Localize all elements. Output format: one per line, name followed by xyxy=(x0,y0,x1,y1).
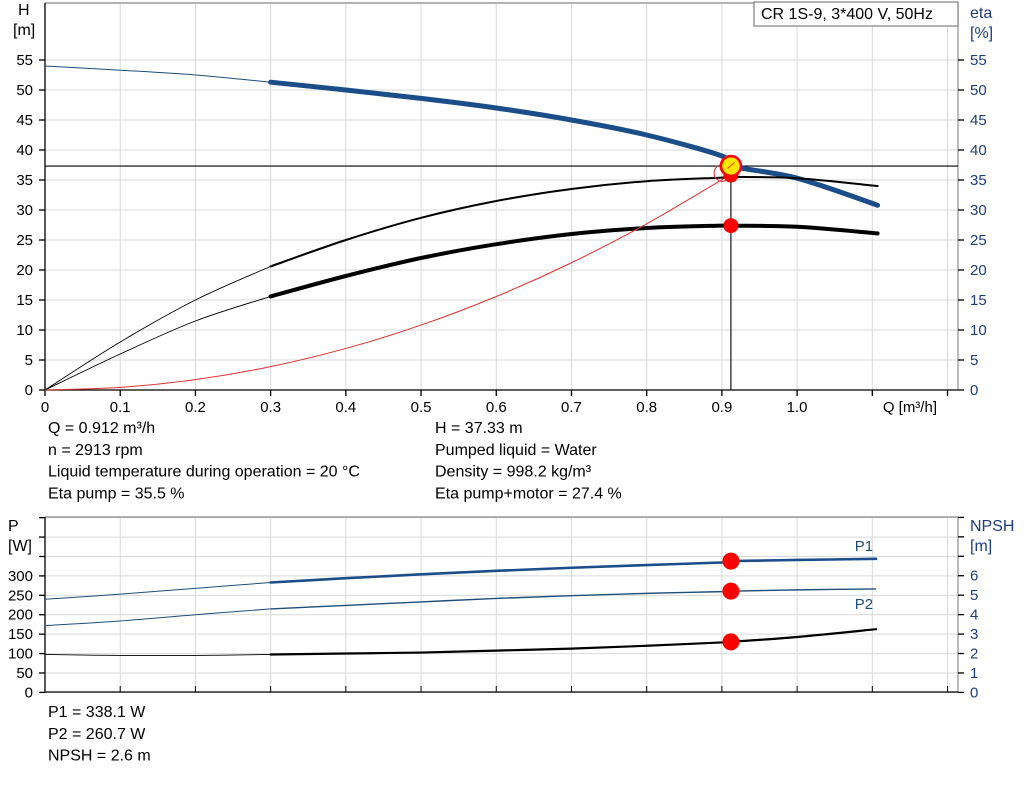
svg-text:1.0: 1.0 xyxy=(787,399,808,416)
svg-text:20: 20 xyxy=(970,262,987,279)
svg-text:15: 15 xyxy=(970,292,987,309)
svg-text:P2 = 260.7 W: P2 = 260.7 W xyxy=(48,726,146,743)
svg-text:10: 10 xyxy=(970,322,987,339)
svg-text:Q = 0.912 m³/h: Q = 0.912 m³/h xyxy=(48,420,155,437)
svg-text:0.2: 0.2 xyxy=(185,399,206,416)
svg-text:eta: eta xyxy=(970,5,992,22)
svg-text:1: 1 xyxy=(970,665,978,682)
svg-text:25: 25 xyxy=(16,232,33,249)
svg-text:0.7: 0.7 xyxy=(561,399,582,416)
svg-text:0: 0 xyxy=(970,684,978,701)
svg-text:NPSH: NPSH xyxy=(970,518,1014,535)
svg-text:0.6: 0.6 xyxy=(486,399,507,416)
svg-text:50: 50 xyxy=(16,82,33,99)
svg-text:40: 40 xyxy=(16,142,33,159)
svg-text:150: 150 xyxy=(8,626,33,643)
svg-text:50: 50 xyxy=(970,82,987,99)
svg-text:Density = 998.2 kg/m³: Density = 998.2 kg/m³ xyxy=(435,464,592,481)
svg-text:[W]: [W] xyxy=(8,538,32,555)
svg-text:0.5: 0.5 xyxy=(411,399,432,416)
svg-text:Q [m³/h]: Q [m³/h] xyxy=(883,399,937,416)
svg-text:[%]: [%] xyxy=(970,25,993,42)
svg-text:20: 20 xyxy=(16,262,33,279)
svg-text:4: 4 xyxy=(970,607,978,624)
svg-text:5: 5 xyxy=(25,352,33,369)
svg-text:0: 0 xyxy=(41,399,49,416)
svg-text:P1: P1 xyxy=(855,538,873,555)
svg-text:35: 35 xyxy=(970,172,987,189)
svg-text:40: 40 xyxy=(970,142,987,159)
svg-text:45: 45 xyxy=(16,112,33,129)
svg-text:CR 1S-9, 3*400 V, 50Hz: CR 1S-9, 3*400 V, 50Hz xyxy=(761,6,933,23)
svg-text:[m]: [m] xyxy=(13,22,35,39)
svg-text:0: 0 xyxy=(25,684,33,701)
svg-text:Eta pump = 35.5 %: Eta pump = 35.5 % xyxy=(48,485,185,502)
svg-text:5: 5 xyxy=(970,587,978,604)
svg-text:300: 300 xyxy=(8,568,33,585)
svg-text:P: P xyxy=(8,518,19,535)
svg-text:55: 55 xyxy=(16,52,33,69)
svg-text:0.9: 0.9 xyxy=(711,399,732,416)
svg-text:30: 30 xyxy=(16,202,33,219)
svg-text:P1 = 338.1 W: P1 = 338.1 W xyxy=(48,704,146,721)
svg-text:n = 2913 rpm: n = 2913 rpm xyxy=(48,442,143,459)
svg-text:55: 55 xyxy=(970,52,987,69)
svg-text:250: 250 xyxy=(8,587,33,604)
svg-text:[m]: [m] xyxy=(970,538,992,555)
svg-text:Liquid temperature during oper: Liquid temperature during operation = 20… xyxy=(48,464,360,481)
svg-text:0: 0 xyxy=(25,382,33,399)
svg-text:25: 25 xyxy=(970,232,987,249)
svg-text:200: 200 xyxy=(8,607,33,624)
svg-text:0.8: 0.8 xyxy=(636,399,657,416)
svg-text:2: 2 xyxy=(970,646,978,663)
svg-text:5: 5 xyxy=(970,352,978,369)
svg-text:NPSH = 2.6 m: NPSH = 2.6 m xyxy=(48,748,151,765)
svg-text:Pumped liquid = Water: Pumped liquid = Water xyxy=(435,442,597,459)
svg-text:H: H xyxy=(18,2,30,19)
svg-text:50: 50 xyxy=(16,665,33,682)
svg-text:P2: P2 xyxy=(855,596,873,613)
svg-text:10: 10 xyxy=(16,322,33,339)
svg-text:35: 35 xyxy=(16,172,33,189)
svg-text:45: 45 xyxy=(970,112,987,129)
svg-text:30: 30 xyxy=(970,202,987,219)
svg-text:Eta pump+motor = 27.4 %: Eta pump+motor = 27.4 % xyxy=(435,485,622,502)
svg-text:100: 100 xyxy=(8,646,33,663)
svg-text:0: 0 xyxy=(970,382,978,399)
svg-text:0.3: 0.3 xyxy=(260,399,281,416)
svg-text:0.4: 0.4 xyxy=(335,399,356,416)
svg-text:H = 37.33 m: H = 37.33 m xyxy=(435,420,523,437)
svg-text:0.1: 0.1 xyxy=(110,399,131,416)
svg-text:3: 3 xyxy=(970,626,978,643)
svg-text:6: 6 xyxy=(970,568,978,585)
svg-text:15: 15 xyxy=(16,292,33,309)
